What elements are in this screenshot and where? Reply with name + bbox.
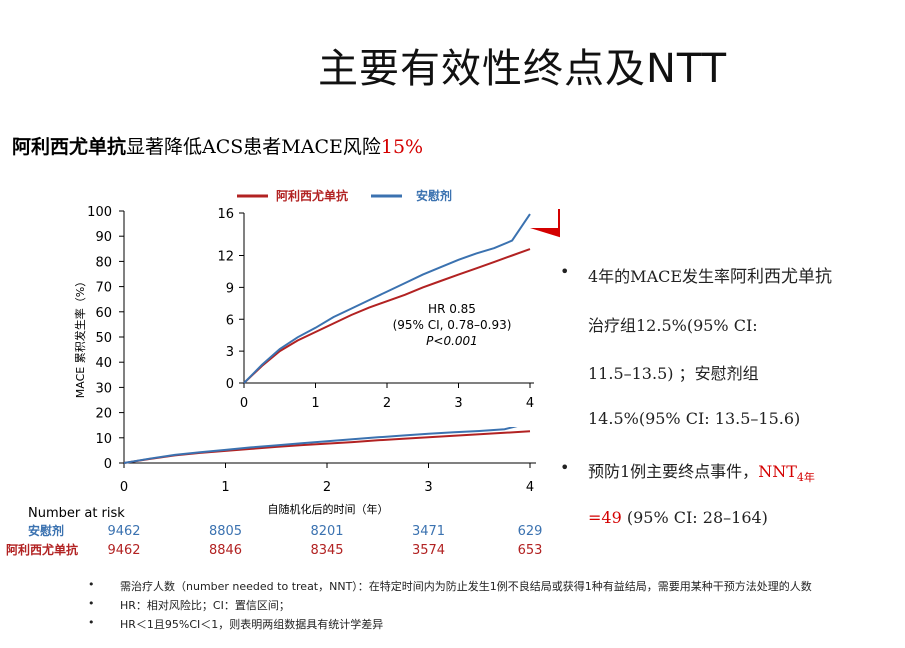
inset-x-tick-label: 3 <box>454 396 462 411</box>
inset-y-tick-label: 3 <box>226 345 234 360</box>
subtitle-percent: 15% <box>380 136 424 158</box>
risk-value: 653 <box>518 543 543 558</box>
hr-annotation: P<0.001 <box>426 334 478 348</box>
y-axis-label: MACE 累积发生率（%） <box>73 276 87 398</box>
y-tick-label: 40 <box>95 356 112 371</box>
x-axis-label: 自随机化后的时间（年） <box>268 502 389 516</box>
y-tick-label: 80 <box>95 255 112 270</box>
finding-1-line-2: 治疗组12.5%(95% CI: <box>588 316 758 335</box>
inset-x-tick-label: 1 <box>311 396 319 411</box>
risk-value: 3471 <box>412 524 445 539</box>
risk-value: 8201 <box>310 524 343 539</box>
y-tick-label: 60 <box>95 306 112 321</box>
y-tick-label: 20 <box>95 407 112 422</box>
series-line-treatment <box>123 430 531 464</box>
x-tick-label: 2 <box>323 480 331 495</box>
subtitle: 阿利西尤单抗显著降低ACS患者MACE风险15% <box>12 132 423 159</box>
y-tick-label: 100 <box>87 205 112 220</box>
bullet-marker: • <box>560 458 570 477</box>
risk-value: 8805 <box>209 524 242 539</box>
inset-x-tick-label: 0 <box>240 396 248 411</box>
finding-1-line-3: 11.5–13.5) ；安慰剂组 <box>588 364 759 383</box>
risk-value: 8345 <box>310 543 343 558</box>
inset-y-tick-label: 6 <box>226 313 234 328</box>
inset-y-tick-label: 0 <box>226 377 234 392</box>
risk-value: 3574 <box>412 543 445 558</box>
x-tick-label: 0 <box>120 480 128 495</box>
inset-x-tick-label: 4 <box>526 396 534 411</box>
x-tick-label: 4 <box>526 480 534 495</box>
inset-y-tick-label: 12 <box>217 250 234 265</box>
risk-value: 9462 <box>107 524 140 539</box>
subtitle-drug: 阿利西尤单抗 <box>12 136 127 158</box>
finding-1-line-4: 14.5%(95% CI: 13.5–15.6) <box>588 409 801 428</box>
finding-2-line-1: 预防1例主要终点事件，NNT4年 <box>588 462 815 485</box>
series-line-placebo <box>123 421 531 464</box>
page-title: 主要有效性终点及NTT <box>318 46 728 92</box>
x-tick-label: 1 <box>221 480 229 495</box>
reduction-arrow-icon <box>530 209 560 238</box>
finding-1-line-1: 4年的MACE发生率阿利西尤单抗 <box>588 267 833 287</box>
x-tick-label: 3 <box>424 480 432 495</box>
subtitle-text: 显著降低ACS患者MACE风险 <box>126 136 381 158</box>
risk-row-name: 阿利西尤单抗 <box>6 542 78 557</box>
inset-x-tick-label: 2 <box>383 396 391 411</box>
y-tick-label: 0 <box>104 457 112 472</box>
y-tick-label: 10 <box>95 432 112 447</box>
inset-background <box>210 202 545 427</box>
inset-y-tick-label: 16 <box>217 207 234 222</box>
y-tick-label: 50 <box>95 331 112 346</box>
risk-value: 9462 <box>107 543 140 558</box>
legend-label-placebo: 安慰剂 <box>416 188 452 203</box>
legend-label-treatment: 阿利西尤单抗 <box>276 188 348 203</box>
risk-value: 629 <box>518 524 543 539</box>
y-tick-label: 90 <box>95 230 112 245</box>
y-tick-label: 30 <box>95 381 112 396</box>
inset-series-line-treatment <box>243 248 531 384</box>
finding-2-line-2: =49 (95% CI: 28–164) <box>588 508 768 527</box>
hr-annotation: HR 0.85 <box>428 302 476 316</box>
risk-value: 8846 <box>209 543 242 558</box>
y-tick-label: 70 <box>95 281 112 296</box>
inset-series-line-placebo <box>243 213 531 384</box>
bullet-marker: • <box>560 262 570 281</box>
inset-y-tick-label: 9 <box>226 281 234 296</box>
risk-row-name: 安慰剂 <box>28 523 64 538</box>
number-at-risk-label: Number at risk <box>28 506 125 521</box>
hr-annotation: (95% CI, 0.78–0.93) <box>393 318 512 332</box>
